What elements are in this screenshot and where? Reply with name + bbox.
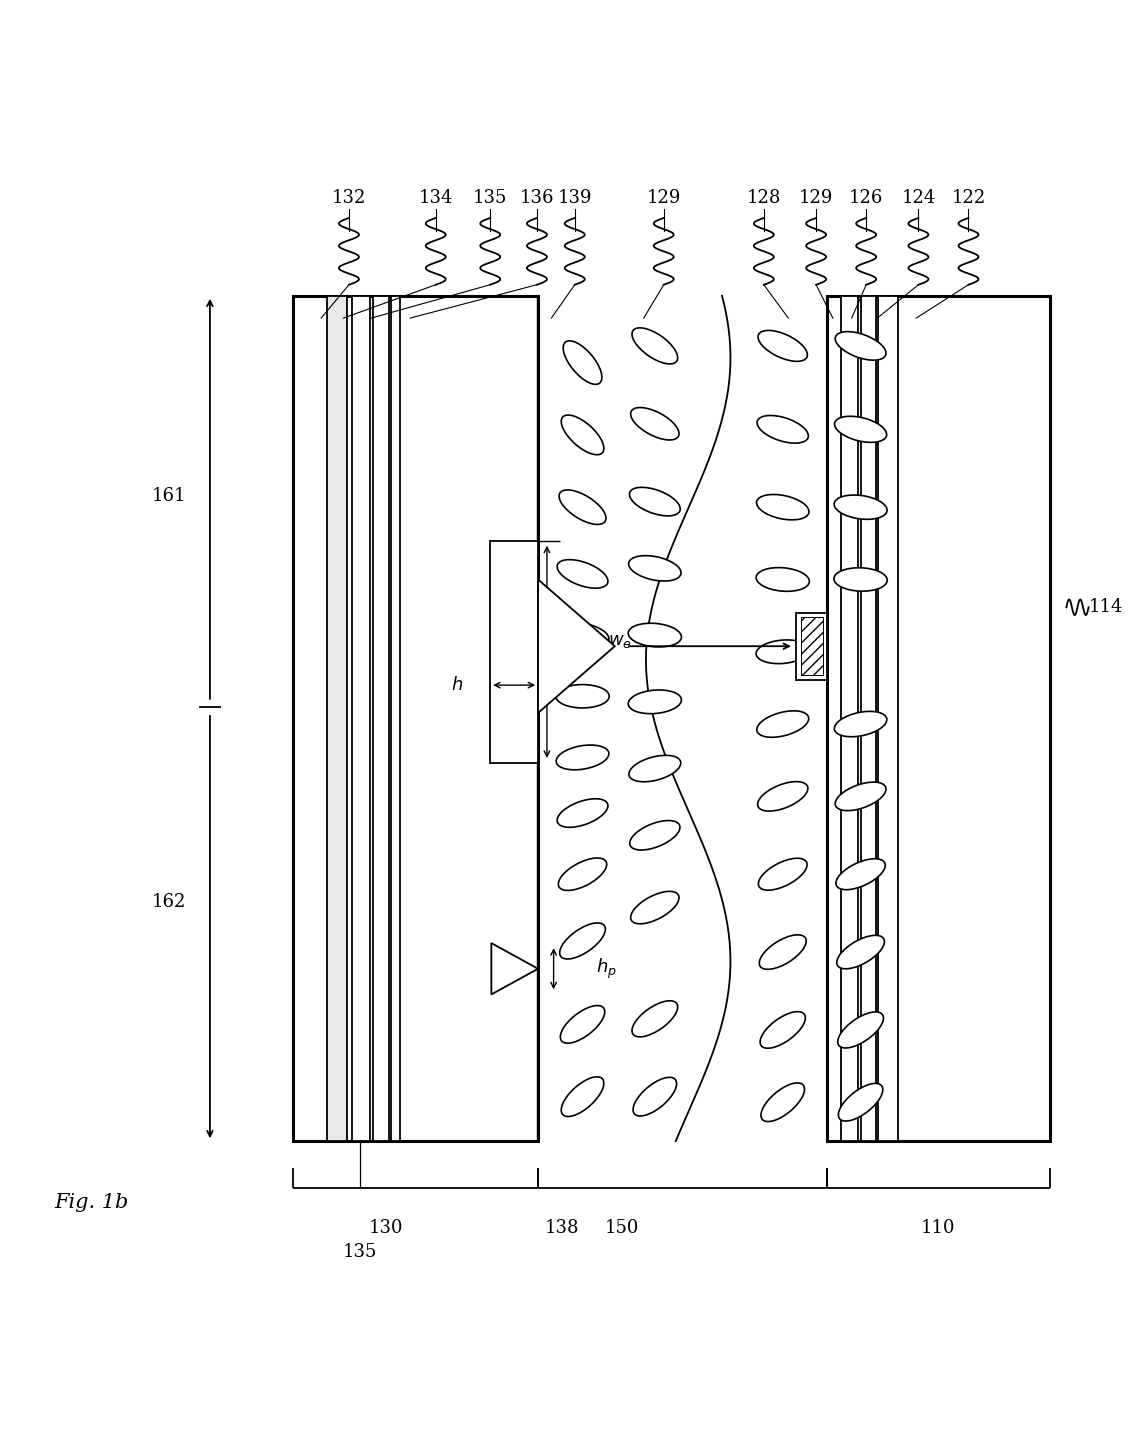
Ellipse shape [757, 711, 809, 737]
Ellipse shape [630, 821, 680, 851]
Text: 114: 114 [1089, 598, 1123, 616]
Text: $w_e$: $w_e$ [608, 632, 632, 650]
Bar [352, 296, 370, 1141]
Text: 110: 110 [921, 1219, 956, 1237]
Ellipse shape [563, 341, 602, 384]
Text: 132: 132 [332, 188, 366, 207]
Text: 135: 135 [474, 188, 508, 207]
Ellipse shape [837, 935, 885, 969]
Ellipse shape [631, 891, 679, 924]
Ellipse shape [835, 417, 887, 443]
Ellipse shape [758, 331, 808, 361]
Bar [827, 296, 1049, 1141]
Ellipse shape [559, 490, 606, 525]
Ellipse shape [761, 1083, 804, 1121]
Bar [801, 618, 823, 675]
Ellipse shape [632, 328, 678, 364]
Text: 128: 128 [747, 188, 781, 207]
Ellipse shape [561, 1006, 605, 1043]
Text: 129: 129 [799, 188, 833, 207]
Ellipse shape [557, 799, 608, 828]
Ellipse shape [834, 494, 887, 519]
Text: 130: 130 [369, 1219, 403, 1237]
Ellipse shape [834, 711, 887, 737]
Polygon shape [538, 579, 615, 713]
Ellipse shape [556, 684, 610, 708]
Text: 134: 134 [418, 188, 453, 207]
Polygon shape [492, 943, 538, 994]
Text: 162: 162 [152, 892, 186, 911]
Bar [841, 296, 859, 1141]
Text: Fig. 1b: Fig. 1b [54, 1193, 128, 1211]
Text: 135: 135 [343, 1243, 377, 1262]
Ellipse shape [758, 858, 807, 890]
Bar [878, 296, 898, 1141]
Bar [293, 296, 538, 1141]
Ellipse shape [835, 332, 886, 361]
Bar [491, 540, 538, 763]
Text: 129: 129 [647, 188, 681, 207]
Ellipse shape [628, 690, 681, 714]
Text: 138: 138 [545, 1219, 579, 1237]
Ellipse shape [629, 756, 681, 782]
Ellipse shape [835, 782, 886, 810]
Bar [861, 296, 876, 1141]
Ellipse shape [628, 624, 681, 647]
Ellipse shape [633, 1078, 676, 1117]
Ellipse shape [838, 1083, 883, 1121]
Bar [374, 296, 389, 1141]
Ellipse shape [756, 568, 809, 592]
Ellipse shape [834, 568, 887, 591]
Text: 126: 126 [849, 188, 884, 207]
Ellipse shape [561, 1076, 604, 1117]
Ellipse shape [630, 487, 680, 516]
Text: $h_p$: $h_p$ [596, 957, 616, 981]
Ellipse shape [556, 622, 608, 648]
Bar [391, 296, 400, 1141]
Text: 161: 161 [152, 487, 186, 504]
Text: 122: 122 [952, 188, 986, 207]
Bar [326, 296, 347, 1141]
Ellipse shape [756, 639, 809, 664]
Ellipse shape [557, 559, 608, 588]
Ellipse shape [559, 858, 607, 891]
Ellipse shape [757, 494, 809, 520]
Ellipse shape [631, 408, 679, 440]
Ellipse shape [629, 556, 681, 581]
Ellipse shape [561, 415, 604, 454]
Text: 124: 124 [902, 188, 936, 207]
Ellipse shape [560, 923, 605, 958]
Ellipse shape [837, 1012, 884, 1048]
Text: 136: 136 [520, 188, 554, 207]
Text: 139: 139 [557, 188, 593, 207]
Ellipse shape [836, 859, 885, 890]
Text: $h$: $h$ [451, 677, 463, 694]
Ellipse shape [758, 782, 808, 810]
Ellipse shape [760, 1012, 806, 1048]
Ellipse shape [757, 415, 808, 443]
Ellipse shape [759, 935, 807, 970]
Ellipse shape [632, 1000, 678, 1038]
Bar [796, 612, 827, 680]
Ellipse shape [556, 744, 608, 770]
Text: 150: 150 [605, 1219, 639, 1237]
